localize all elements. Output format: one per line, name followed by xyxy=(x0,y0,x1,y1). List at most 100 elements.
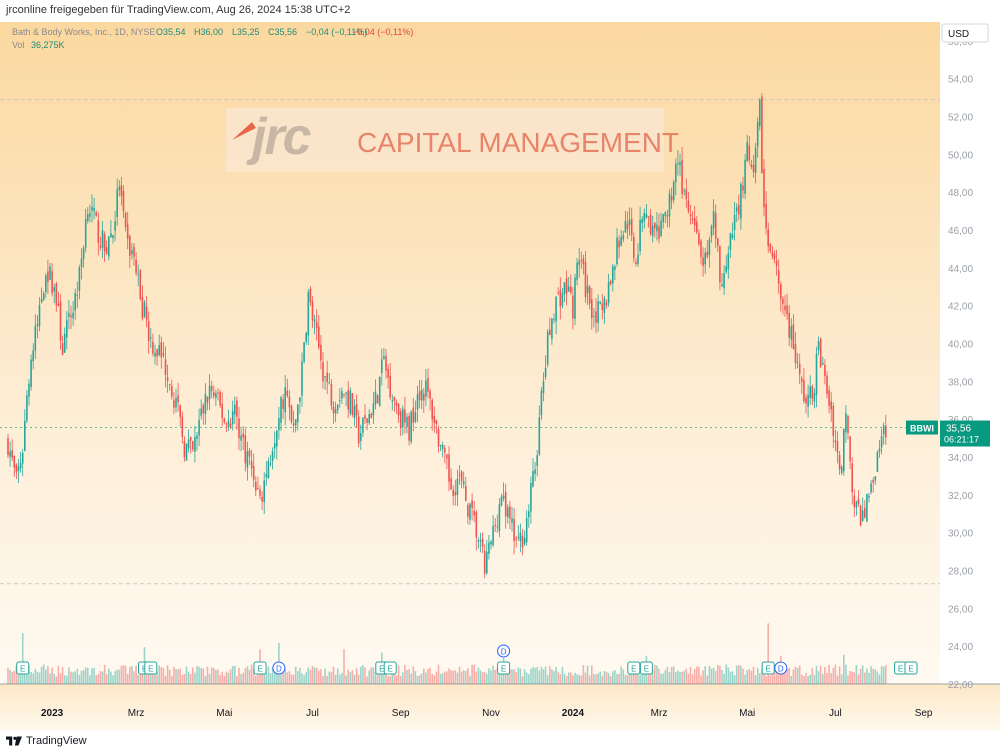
candle-body xyxy=(693,218,696,226)
volume-bar xyxy=(771,667,774,684)
candle-body xyxy=(399,411,402,429)
candle-body xyxy=(412,407,415,423)
candle-body xyxy=(9,451,11,457)
candle-body xyxy=(511,518,513,523)
candle-body xyxy=(456,478,459,496)
volume-bar xyxy=(861,665,864,684)
volume-bar xyxy=(675,672,677,684)
volume-bar xyxy=(17,665,20,684)
candle-body xyxy=(360,433,362,441)
candle-body xyxy=(567,286,570,292)
volume-bar xyxy=(735,665,738,684)
volume-bar xyxy=(465,670,467,684)
candle-body xyxy=(372,403,375,416)
price-tick-label: 42,00 xyxy=(948,302,973,313)
volume-bar xyxy=(13,670,16,684)
earnings-marker-label: E xyxy=(257,665,262,674)
volume-bar xyxy=(57,665,60,684)
volume-bar xyxy=(828,664,830,684)
earnings-marker-label: E xyxy=(766,665,771,674)
candle-body xyxy=(68,313,70,317)
candle-body xyxy=(280,397,282,423)
candle-body xyxy=(47,271,49,283)
volume-bar xyxy=(55,676,58,684)
candle-body xyxy=(601,303,604,311)
volume-bar xyxy=(429,667,431,684)
candle-body xyxy=(28,383,30,397)
volume-bar xyxy=(406,669,408,684)
volume-bar xyxy=(765,675,767,684)
volume-bar xyxy=(729,671,732,684)
volume-bar xyxy=(410,673,412,684)
candle-body xyxy=(494,525,496,527)
candle-body xyxy=(572,295,574,319)
price-chart[interactable]: jrc CAPITAL MANAGEMENT 22,00 24,00 26,00 28… xyxy=(0,22,1000,730)
volume-bar xyxy=(786,669,788,684)
candle-body xyxy=(708,239,711,255)
volume-bar xyxy=(347,669,349,684)
volume-bar xyxy=(683,670,685,684)
candle-body xyxy=(179,405,181,417)
candle-body xyxy=(714,213,717,239)
candle-body xyxy=(236,400,238,417)
candle-body xyxy=(817,341,820,351)
volume-bar xyxy=(391,669,394,684)
candle-body xyxy=(769,243,772,252)
volume-bar xyxy=(63,675,66,684)
candle-body xyxy=(389,375,391,398)
volume-bar xyxy=(840,674,843,684)
watermark-company: CAPITAL MANAGEMENT xyxy=(357,127,679,158)
candle-body xyxy=(822,362,824,365)
volume-bar xyxy=(725,664,727,684)
price-tag-box xyxy=(940,420,990,447)
candle-body xyxy=(668,193,671,217)
volume-bar xyxy=(656,665,658,684)
dividend-marker: D xyxy=(774,661,788,675)
volume-bar xyxy=(792,669,795,684)
volume-bar xyxy=(433,675,436,684)
volume-bar xyxy=(721,669,723,684)
volume-bar xyxy=(366,676,368,684)
candle-body xyxy=(847,415,849,433)
candle-body xyxy=(143,302,146,317)
candle-body xyxy=(101,230,104,249)
volume-bar xyxy=(574,672,576,684)
volume-bar xyxy=(805,672,807,684)
candle-body xyxy=(198,420,200,436)
candle-body xyxy=(471,500,473,508)
candle-body xyxy=(719,246,721,283)
volume-bar xyxy=(532,666,534,684)
time-tick-label: 2024 xyxy=(562,708,585,719)
candle-body xyxy=(267,461,270,479)
volume-bar xyxy=(408,669,410,684)
candle-body xyxy=(679,161,681,166)
volume-bar xyxy=(318,670,320,684)
candle-body xyxy=(828,390,830,406)
volume-bar xyxy=(479,670,482,684)
volume-bar xyxy=(599,671,601,684)
candle-body xyxy=(580,260,583,262)
candle-body xyxy=(105,247,108,254)
volume-bar xyxy=(672,666,675,684)
volume-bar xyxy=(714,671,717,684)
volume-bar xyxy=(297,671,299,684)
candle-body xyxy=(603,298,606,313)
watermark-box xyxy=(226,108,664,172)
candle-body xyxy=(861,510,864,522)
candle-body xyxy=(181,416,184,438)
candle-body xyxy=(788,312,790,338)
earnings-marker: E xyxy=(16,661,30,675)
volume-bar xyxy=(649,665,652,684)
candle-body xyxy=(38,304,41,327)
volume-bar xyxy=(290,674,293,684)
currency-button[interactable]: USD xyxy=(941,23,989,43)
volume-bar xyxy=(309,669,312,684)
candle-body xyxy=(347,390,349,410)
candle-body xyxy=(336,404,339,411)
candle-body xyxy=(620,237,622,246)
candle-body xyxy=(55,283,58,306)
candle-body xyxy=(324,376,326,378)
candle-body xyxy=(51,271,53,294)
volume-bar xyxy=(454,670,457,684)
candle-body xyxy=(857,498,860,504)
